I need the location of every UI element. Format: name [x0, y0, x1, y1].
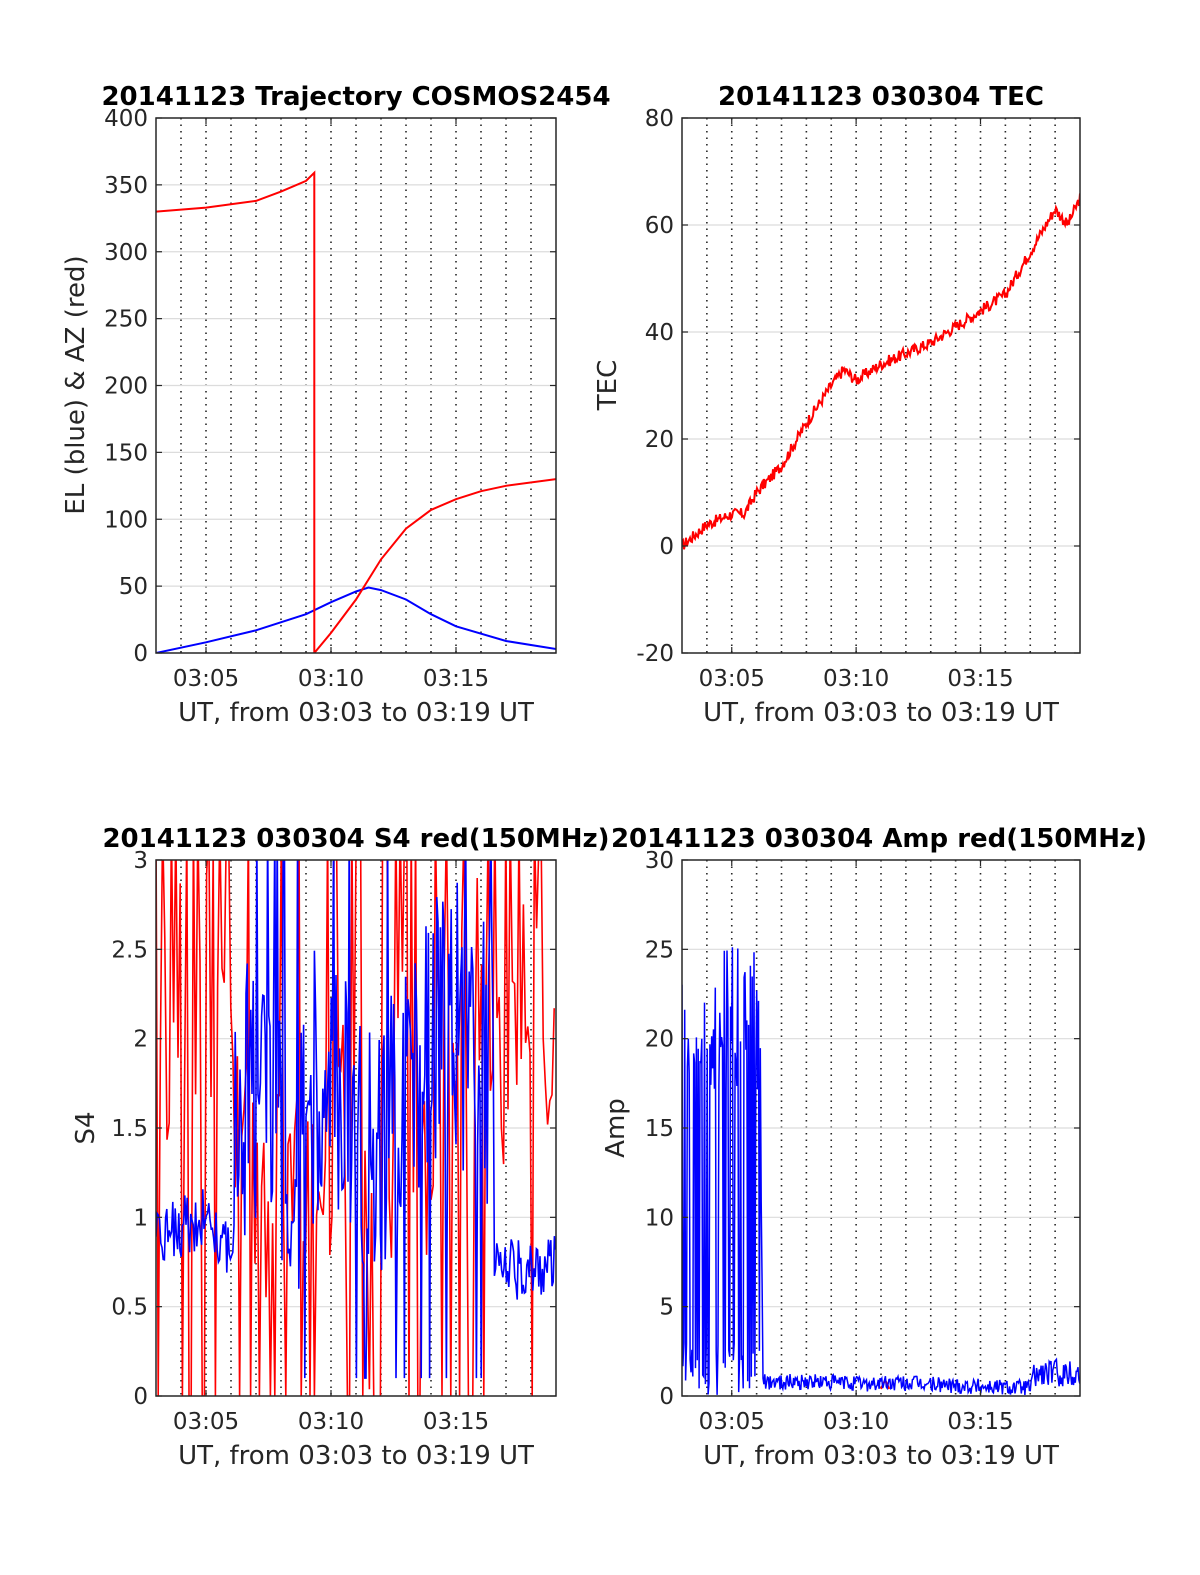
ticks-s4: 0 0.5 1 1.5 2 2.5 3 03:05 03:10 03:15 — [111, 848, 556, 1435]
plot-tec — [682, 193, 1080, 550]
panel-amp: 0 5 10 15 20 25 30 03:05 03:10 03:15 20141123 030… — [601, 824, 1147, 1471]
ytick-label: 0 — [133, 1384, 148, 1410]
ytick-label: -20 — [636, 641, 674, 667]
plot-s4 — [156, 860, 556, 1396]
ytick-label: 80 — [645, 106, 674, 132]
xtick-label: 03:10 — [823, 1409, 889, 1435]
title-amp: 20141123 030304 Amp red(150MHz) — [611, 824, 1147, 854]
xtick-label: 03:05 — [173, 1409, 239, 1435]
xtick-label: 03:15 — [423, 1409, 489, 1435]
xtick-label: 03:10 — [298, 1409, 364, 1435]
xlabel-s4: UT, from 03:03 to 03:19 UT — [178, 1441, 534, 1471]
ytick-label: 10 — [645, 1205, 674, 1231]
grid-trajectory — [156, 118, 556, 653]
ytick-label: 50 — [119, 574, 148, 600]
ytick-label: 2 — [133, 1027, 148, 1053]
ytick-label: 400 — [104, 106, 148, 132]
series-line — [156, 860, 555, 1396]
series-line — [156, 860, 556, 1379]
xtick-label: 03:05 — [699, 1409, 765, 1435]
ylabel-tec: TEC — [593, 360, 623, 411]
ytick-label: 3 — [133, 848, 148, 874]
xtick-label: 03:05 — [173, 666, 239, 692]
ticks-amp: 0 5 10 15 20 25 30 03:05 03:10 03:15 — [645, 848, 1080, 1435]
ytick-label: 0 — [133, 641, 148, 667]
ytick-label: 200 — [104, 374, 148, 400]
ytick-label: 0.5 — [111, 1295, 148, 1321]
xtick-label: 03:10 — [823, 666, 889, 692]
xtick-label: 03:10 — [298, 666, 364, 692]
ytick-label: 20 — [645, 427, 674, 453]
axes-box-tec — [681, 117, 1081, 654]
ylabel-amp: Amp — [601, 1098, 631, 1158]
panel-s4: 0 0.5 1 1.5 2 2.5 3 03:05 03:10 03:15 20141123 03… — [71, 824, 610, 1471]
series-line — [156, 586, 556, 653]
xlabel-trajectory: UT, from 03:03 to 03:19 UT — [178, 698, 534, 728]
ytick-label: 300 — [104, 240, 148, 266]
plot-trajectory — [156, 170, 556, 653]
title-tec: 20141123 030304 TEC — [718, 82, 1044, 112]
xlabel-tec: UT, from 03:03 to 03:19 UT — [703, 698, 1059, 728]
ytick-label: 2.5 — [111, 937, 148, 963]
xtick-label: 03:05 — [699, 666, 765, 692]
series-line — [682, 947, 1080, 1396]
series-line — [156, 170, 556, 653]
xtick-label: 03:15 — [947, 1409, 1013, 1435]
ytick-label: 15 — [645, 1116, 674, 1142]
ylabel-trajectory: EL (blue) & AZ (red) — [61, 255, 91, 514]
ytick-label: 1.5 — [111, 1116, 148, 1142]
ytick-label: 25 — [645, 937, 674, 963]
ytick-label: 0 — [659, 1384, 674, 1410]
ytick-label: 60 — [645, 213, 674, 239]
title-trajectory: 20141123 Trajectory COSMOS2454 — [101, 82, 610, 112]
ytick-label: 250 — [104, 307, 148, 333]
ytick-label: 5 — [659, 1295, 674, 1321]
ticks-tec: -20 0 20 40 60 80 03:05 03:10 03:15 — [636, 106, 1080, 692]
ytick-label: 350 — [104, 173, 148, 199]
title-s4: 20141123 030304 S4 red(150MHz) — [102, 824, 609, 854]
xlabel-amp: UT, from 03:03 to 03:19 UT — [703, 1441, 1059, 1471]
panel-tec: -20 0 20 40 60 80 03:05 03:10 03:15 20141123 030… — [593, 82, 1081, 728]
ytick-label: 100 — [104, 507, 148, 533]
xtick-label: 03:15 — [947, 666, 1013, 692]
ytick-label: 20 — [645, 1027, 674, 1053]
plot-amp — [682, 947, 1080, 1396]
ticks-trajectory: 0 50 100 150 200 250 300 350 400 03:05 03:10 03:15 — [104, 106, 556, 692]
ytick-label: 0 — [659, 534, 674, 560]
series-line — [682, 193, 1080, 550]
ylabel-s4: S4 — [71, 1111, 101, 1144]
ytick-label: 150 — [104, 440, 148, 466]
xtick-label: 03:15 — [423, 666, 489, 692]
ytick-label: 1 — [133, 1205, 148, 1231]
ytick-label: 40 — [645, 320, 674, 346]
ytick-label: 30 — [645, 848, 674, 874]
